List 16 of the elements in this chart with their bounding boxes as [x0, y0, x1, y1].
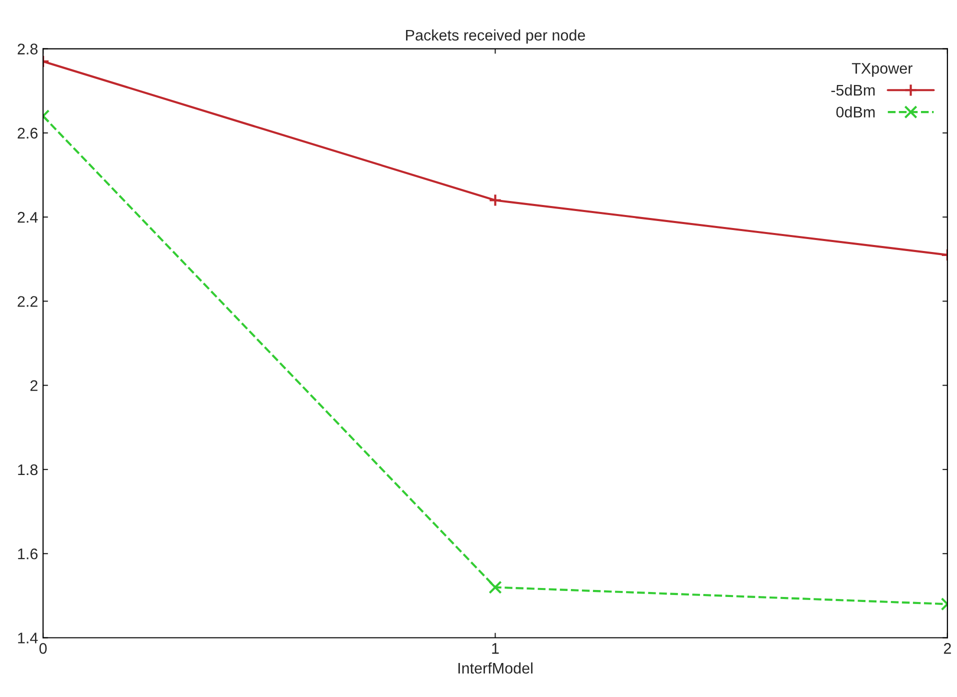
y-tick-label: 1.4: [18, 632, 38, 644]
y-tick-label: 1.8: [18, 464, 38, 476]
x-tick-label: 0: [39, 643, 47, 654]
y-tick-label: 2: [30, 380, 38, 391]
y-tick-label: 2.2: [18, 296, 38, 307]
chart-title: Packets received per node: [406, 29, 586, 44]
y-tick-label: 1.6: [18, 548, 38, 560]
x-axis-title: InterfModel: [458, 662, 532, 674]
legend-label: 0dBm: [836, 106, 875, 118]
x-tick-label: 2: [944, 643, 951, 654]
y-tick-label: 2.8: [18, 44, 38, 54]
y-tick-label: 2.6: [18, 128, 38, 139]
legend-title: TXpower: [852, 63, 912, 77]
y-tick-label: 2.4: [18, 212, 38, 223]
x-tick-label: 1: [492, 643, 499, 654]
legend-label: -5dBm: [831, 84, 875, 96]
